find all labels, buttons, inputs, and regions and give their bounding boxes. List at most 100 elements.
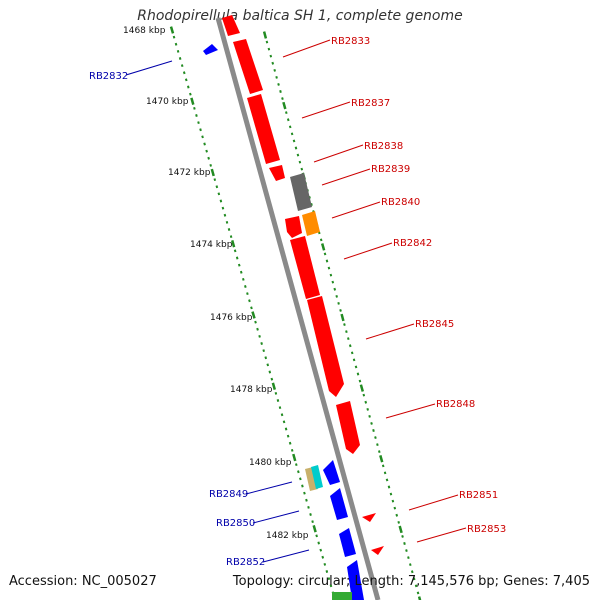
minor-tick [381,464,385,468]
gene-label[interactable]: RB2838 [364,141,403,152]
minor-tick [180,64,184,68]
leader-rb2853 [416,527,467,543]
minor-tick [290,132,294,136]
tick-label: 1470 kbp [146,97,189,107]
major-tick [210,168,215,177]
tick-label: 1478 kbp [230,385,273,395]
gene-rb2838[interactable] [269,165,285,181]
minor-tick [195,114,198,117]
minor-tick [221,206,225,210]
gene-rb2839[interactable] [290,173,312,211]
gene-label[interactable]: RB2832 [89,71,128,82]
minor-tick [299,477,302,481]
minor-tick [205,149,208,153]
minor-tick [254,320,257,324]
minor-tick [323,562,327,566]
minor-tick [189,92,192,96]
minor-tick [281,97,284,100]
gene-rb2849-cyan[interactable] [311,465,323,489]
gene-label[interactable]: RB2837 [351,98,390,109]
minor-tick [333,287,337,291]
genome-summary: Topology: circular; Length: 7,145,576 bp… [232,574,590,589]
minor-tick [305,498,308,502]
gene-rb2852-next[interactable] [347,560,364,600]
minor-tick [389,492,393,496]
minor-tick [391,499,395,503]
minor-tick [407,556,410,560]
minor-tick [409,563,412,567]
gene-label[interactable]: RB2850 [216,518,255,529]
leader-rb2852 [262,549,310,563]
minor-tick [307,505,310,509]
gene-rb2851[interactable] [362,513,376,522]
gene-label[interactable]: RB2845 [415,319,454,330]
minor-tick [364,400,368,404]
major-tick [398,525,403,534]
gene-label[interactable]: RB2853 [467,524,506,535]
leader-rb2850 [252,510,300,524]
gene-rb2850[interactable] [330,488,348,520]
gene-rb2853[interactable] [371,546,384,555]
gene-rb2833[interactable] [222,15,240,36]
gene-label[interactable]: RB2851 [459,490,498,501]
gene-rb2833-body[interactable] [233,39,263,94]
minor-tick [265,40,269,44]
minor-tick [248,299,251,303]
minor-tick [225,220,229,224]
minor-tick [317,541,320,545]
gene-label[interactable]: RB2848 [436,399,475,410]
gene-rb2852[interactable] [339,528,356,557]
minor-tick [229,235,233,239]
minor-tick [343,323,346,326]
minor-tick [270,377,274,381]
gene-label[interactable]: RB2840 [381,197,420,208]
minor-tick [300,167,304,171]
gene-rb2849[interactable] [323,460,340,485]
minor-tick [319,238,323,242]
gene-rb2837[interactable] [247,94,280,164]
minor-tick [264,356,268,360]
leader-rb2837 [301,101,351,119]
gene-label[interactable]: RB2842 [393,238,432,249]
gene-strip [332,592,352,600]
minor-tick [295,463,298,467]
minor-tick [362,393,366,397]
minor-tick [209,163,212,167]
minor-tick [274,391,278,395]
leader-rb2845 [365,323,415,340]
major-tick [340,313,345,322]
gene-rb2845[interactable] [307,296,344,397]
minor-tick [215,185,219,189]
gene-rb2840-orange[interactable] [302,211,320,236]
minor-tick [256,327,259,331]
minor-tick [201,135,204,139]
minor-tick [290,448,294,452]
gene-label[interactable]: RB2852 [226,557,265,568]
leader-rb2839 [321,168,371,186]
minor-tick [356,372,360,376]
major-tick [312,525,317,533]
gene-label[interactable]: RB2849 [209,489,248,500]
major-tick [282,101,287,110]
minor-tick [368,414,371,418]
minor-tick [276,399,280,402]
minor-tick [347,337,350,341]
gene-rb2832[interactable] [203,44,218,55]
minor-tick [401,535,404,538]
minor-tick [288,125,292,129]
gene-label[interactable]: RB2839 [371,164,410,175]
minor-tick [176,49,180,53]
minor-tick [242,277,245,281]
major-tick [271,382,277,390]
gene-rb2848[interactable] [336,401,360,454]
minor-tick [286,434,290,438]
gene-rb2849-tan[interactable] [305,467,318,491]
gene-rb2840-red[interactable] [285,216,302,238]
gene-rb2842[interactable] [290,236,320,299]
minor-tick [405,549,408,552]
minor-tick [223,213,227,217]
minor-tick [354,365,358,369]
gene-label[interactable]: RB2833 [331,36,370,47]
minor-tick [213,178,217,182]
